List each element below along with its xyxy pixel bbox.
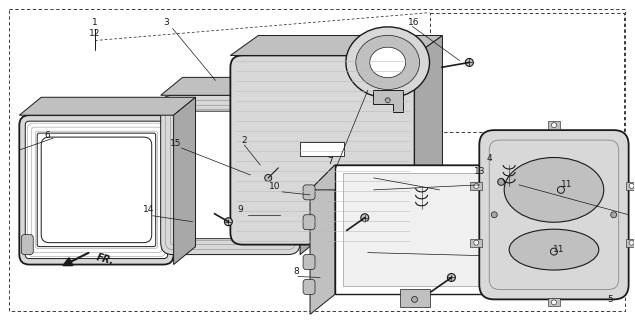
Bar [471,182,482,190]
Ellipse shape [224,218,232,226]
Bar [548,121,560,129]
Bar [300,142,344,156]
Text: FR.: FR. [95,252,115,267]
Bar [471,239,482,247]
Ellipse shape [491,212,497,218]
Ellipse shape [629,183,634,188]
Polygon shape [161,77,322,95]
Ellipse shape [361,214,369,222]
FancyBboxPatch shape [303,185,315,200]
Text: 5: 5 [607,295,613,304]
Ellipse shape [498,179,505,185]
FancyBboxPatch shape [335,165,494,294]
FancyBboxPatch shape [231,55,415,244]
Text: 11: 11 [553,245,565,254]
Text: 4: 4 [486,154,492,163]
Bar [429,13,624,132]
Ellipse shape [465,59,473,67]
FancyBboxPatch shape [303,255,315,269]
Text: 16: 16 [408,18,419,27]
Ellipse shape [304,231,312,239]
Text: 1: 1 [92,18,98,27]
Text: 10: 10 [269,182,281,191]
Text: 7: 7 [327,157,333,166]
Ellipse shape [265,174,272,181]
Bar [625,182,635,190]
Ellipse shape [411,296,418,302]
Text: 9: 9 [237,205,243,214]
Ellipse shape [551,123,556,128]
Ellipse shape [356,35,420,90]
Text: 12: 12 [90,29,101,38]
Text: 14: 14 [143,205,154,214]
Ellipse shape [474,240,479,245]
Ellipse shape [346,27,429,98]
Ellipse shape [611,212,617,218]
Ellipse shape [551,300,556,305]
Polygon shape [300,77,322,255]
Ellipse shape [558,186,565,193]
Polygon shape [310,165,335,314]
FancyBboxPatch shape [479,130,629,300]
Ellipse shape [629,240,634,245]
Text: 6: 6 [44,131,50,140]
Ellipse shape [448,274,455,282]
Ellipse shape [504,157,604,222]
Text: 11: 11 [561,180,573,189]
FancyBboxPatch shape [303,215,315,230]
Text: 13: 13 [474,167,485,176]
FancyBboxPatch shape [22,235,33,255]
FancyBboxPatch shape [161,95,300,255]
Ellipse shape [166,188,171,192]
Polygon shape [173,97,196,265]
Polygon shape [19,97,196,115]
Polygon shape [310,165,494,190]
Polygon shape [231,36,443,55]
Ellipse shape [509,229,599,270]
Text: 8: 8 [293,267,299,276]
Ellipse shape [551,248,558,255]
Ellipse shape [385,98,390,103]
FancyBboxPatch shape [19,115,173,265]
Ellipse shape [370,47,406,78]
FancyBboxPatch shape [177,111,284,239]
Ellipse shape [474,183,479,188]
FancyBboxPatch shape [41,137,152,243]
Polygon shape [415,36,443,244]
Text: 2: 2 [241,136,247,145]
Text: 15: 15 [170,139,182,148]
FancyBboxPatch shape [303,279,315,294]
FancyBboxPatch shape [37,133,156,247]
Text: 3: 3 [163,18,168,27]
Bar [625,239,635,247]
Bar [399,289,429,307]
FancyBboxPatch shape [25,121,168,259]
Bar [548,298,560,306]
Bar [343,173,486,286]
Polygon shape [373,90,403,112]
